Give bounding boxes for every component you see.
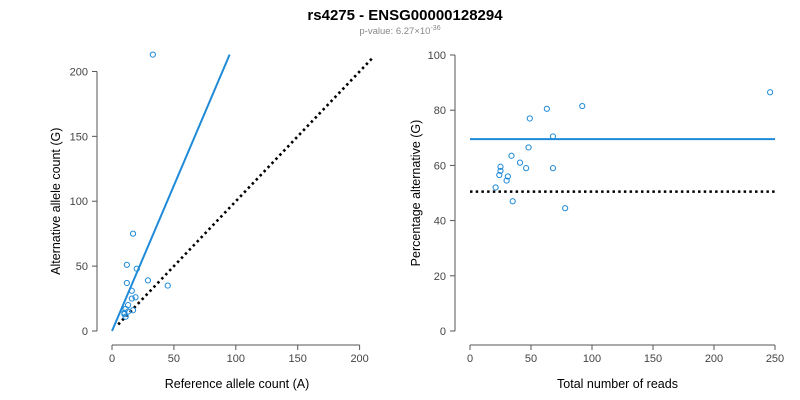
right-y-tick-label: 40	[434, 216, 446, 228]
left-y-tick-label: 100	[70, 196, 88, 208]
right-data-point	[549, 133, 557, 140]
right-data-point	[496, 171, 503, 179]
right-y-tick-label: 0	[440, 326, 446, 338]
pvalue-exponent: -36	[430, 25, 440, 32]
right-data-point	[767, 89, 774, 96]
right-y-tick-label: 80	[434, 105, 446, 117]
left-y-tick-label: 0	[82, 326, 88, 338]
right-data-point	[526, 115, 533, 122]
left-panel-allele-counts: 0 50 100 150 200 0 50 100 150 200 Reference allele…	[49, 51, 373, 391]
right-data-point	[579, 102, 586, 110]
pvalue-subtitle: p-value: 6.27×10-36	[359, 25, 440, 37]
left-y-tick-label: 200	[70, 66, 88, 78]
right-data-point	[508, 152, 515, 159]
left-y-tick-label: 50	[76, 261, 88, 273]
left-data-point	[123, 261, 130, 268]
right-data-point	[562, 205, 569, 212]
left-x-tick-label: 0	[109, 353, 115, 365]
right-data-point	[497, 167, 504, 175]
pvalue-times: ×	[414, 26, 420, 37]
left-data-point	[133, 265, 140, 272]
pvalue-prefix: p-value: 6.27	[359, 26, 414, 37]
right-y-tick-label: 100	[428, 50, 446, 62]
right-data-point	[516, 159, 524, 166]
right-data-point	[523, 165, 530, 172]
left-x-tick-label: 200	[350, 353, 368, 365]
left-y-tick-label: 150	[70, 131, 88, 143]
right-x-tick-label: 250	[766, 353, 784, 365]
right-x-tick-label: 0	[467, 353, 473, 365]
left-data-point	[129, 230, 137, 237]
left-x-tick-label: 150	[289, 353, 307, 365]
right-y-tick-label: 20	[434, 271, 446, 283]
left-data-point	[123, 279, 130, 287]
left-data-point	[122, 313, 129, 320]
left-x-tick-label: 50	[168, 353, 180, 365]
right-data-point	[543, 105, 550, 112]
left-x-tick-label: 100	[227, 353, 245, 365]
right-x-tick-label: 200	[705, 353, 723, 365]
left-data-point	[164, 282, 171, 289]
pvalue-base: 10	[420, 26, 431, 37]
left-data-point	[121, 309, 128, 316]
left-y-axis-title: Alternative allele count (G)	[49, 128, 63, 275]
chart-title: rs4275 - ENSG00000128294	[307, 7, 503, 24]
left-null-reference-line	[117, 57, 373, 326]
right-data-point	[504, 173, 511, 180]
right-x-tick-label: 150	[644, 353, 662, 365]
right-y-tick-label: 60	[434, 160, 446, 172]
right-panel-percentage-alternative: 0 50 100 150 200 250 0 20 40 60 80 100 Total number …	[409, 50, 784, 391]
left-data-point	[129, 307, 137, 314]
right-x-axis-title: Total number of reads	[557, 377, 678, 391]
left-data-point	[144, 277, 152, 284]
right-y-axis-title: Percentage alternative (G)	[409, 120, 423, 267]
left-x-axis-title: Reference allele count (A)	[165, 377, 310, 391]
left-data-point	[128, 295, 135, 302]
left-data-point	[128, 287, 135, 294]
right-data-point	[503, 177, 510, 184]
right-x-tick-label: 100	[583, 353, 601, 365]
right-data-point	[497, 163, 504, 170]
left-fitted-line	[111, 54, 231, 332]
left-data-point	[132, 294, 139, 301]
right-data-point	[549, 165, 557, 172]
left-data-point	[149, 51, 156, 58]
right-data-point	[525, 144, 532, 151]
right-data-point	[492, 184, 499, 191]
right-x-tick-label: 50	[525, 353, 537, 365]
right-data-point	[509, 198, 516, 205]
